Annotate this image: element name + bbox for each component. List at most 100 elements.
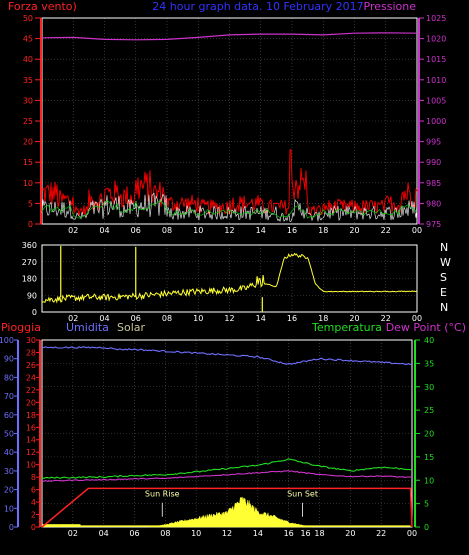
pressure-y-tick: 1025 (426, 14, 446, 23)
direction-y-tick: 0 (32, 308, 37, 317)
humidity-y-tick: 60 (4, 411, 14, 420)
rain-y-tick: 16 (26, 423, 36, 432)
temperature-line (41, 458, 413, 479)
wind-y-tick: 5 (28, 199, 33, 208)
rain-y-tick: 6 (31, 486, 36, 495)
temperature-y-tick: 25 (424, 406, 434, 415)
wind-y-tick: 35 (23, 76, 33, 85)
wind-direction-line (41, 252, 418, 304)
panel3-x-tick: 16 (284, 529, 294, 538)
solar-baseline (80, 525, 411, 527)
panel1-x-tick: 18 (318, 226, 328, 235)
temperature-y-tick: 10 (424, 476, 434, 485)
humidity-line (41, 346, 413, 366)
compass-labels: N W S E N (440, 241, 451, 314)
direction-y-tick: 360 (22, 241, 37, 250)
panel3-x-tick: 20 (345, 529, 355, 538)
panel2-x-tick: 14 (256, 314, 266, 323)
panel1-x-tick: 12 (224, 226, 234, 235)
pressure-y-tick: 1020 (426, 35, 446, 44)
rain-y-tick: 10 (26, 461, 36, 470)
rain-y-tick: 22 (26, 386, 36, 395)
sunset-label: Sun Set (287, 490, 318, 499)
wind-speed-label: Forza vento) (8, 0, 77, 13)
direction-y-tick: 180 (22, 275, 37, 284)
panel1-x-tick: 06 (131, 226, 141, 235)
panel2-x-tick: 04 (99, 314, 109, 323)
solar-area (149, 496, 312, 528)
rain-y-tick: 4 (31, 498, 36, 507)
wind-y-tick: 15 (23, 158, 33, 167)
panel1-x-tick: 02 (68, 226, 78, 235)
compass-label-s: S (440, 271, 447, 284)
wind-y-tick: 50 (23, 14, 33, 23)
temperature-y-tick: 5 (424, 500, 429, 509)
rain-y-tick: 28 (26, 348, 36, 357)
sunset-time-label: 16 (300, 529, 310, 538)
wind-pressure-panel: 02 04 06 08 10 12 14 16 18 20 22 000510152025303540… (23, 14, 447, 235)
panel1-x-tick: 04 (99, 226, 109, 235)
panel1-x-tick: 00 (412, 226, 422, 235)
panel3-x-tick: 02 (68, 529, 78, 538)
dewpoint-label: Dew Point (°C) (386, 321, 466, 334)
pressure-line (41, 32, 418, 41)
wind-average-line (41, 192, 418, 223)
rain-y-tick: 2 (31, 511, 36, 520)
pressure-label: Pressione (364, 0, 417, 13)
wind-y-tick: 20 (23, 138, 33, 147)
graph-title: 24 hour graph data. 10 February 2017 (152, 0, 363, 13)
rain-y-tick: 30 (26, 336, 36, 345)
humidity-y-tick: 40 (4, 448, 14, 457)
compass-label-n-bottom: N (440, 301, 448, 314)
humidity-y-tick: 90 (4, 355, 14, 364)
compass-label-w: W (440, 256, 451, 269)
temperature-y-tick: 20 (424, 430, 434, 439)
pressure-y-tick: 985 (426, 179, 441, 188)
rain-y-tick: 24 (26, 373, 36, 382)
pressure-y-tick: 990 (426, 158, 441, 167)
temperature-y-tick: 15 (424, 453, 434, 462)
panel2-x-tick: 08 (162, 314, 172, 323)
humidity-y-tick: 20 (4, 486, 14, 495)
pressure-y-tick: 980 (426, 199, 441, 208)
panel2-x-tick: 02 (68, 314, 78, 323)
rain-humidity-temp-panel: 02 04 06 08 10 12 14 16 18 20 22 000102030405060708… (0, 336, 434, 538)
sunrise-label: Sun Rise (145, 490, 180, 499)
panel1-x-tick: 10 (193, 226, 203, 235)
panel2-x-tick: 10 (193, 314, 203, 323)
panel3-x-tick: 12 (222, 529, 232, 538)
panel3-x-tick: 10 (191, 529, 201, 538)
humidity-y-tick: 30 (4, 467, 14, 476)
humidity-y-tick: 80 (4, 373, 14, 382)
rain-line (41, 487, 413, 528)
panel3-x-tick: 22 (376, 529, 386, 538)
temperature-label: Temperatura (311, 321, 382, 334)
direction-y-tick: 90 (27, 291, 37, 300)
compass-label-e: E (440, 286, 447, 299)
solar-label: Solar (117, 321, 146, 334)
compass-label-n-top: N (440, 241, 448, 254)
rain-label: Pioggia (1, 321, 41, 334)
pressure-y-tick: 1000 (426, 117, 446, 126)
rain-y-tick: 26 (26, 361, 36, 370)
wind-y-tick: 40 (23, 55, 33, 64)
wind-gust-line (41, 149, 418, 217)
wind-green-line (41, 200, 418, 219)
wind-y-tick: 25 (23, 117, 33, 126)
temperature-y-tick: 30 (424, 383, 434, 392)
wind-y-tick: 45 (23, 35, 33, 44)
panel2-x-tick: 12 (224, 314, 234, 323)
humidity-label: Umidita (66, 321, 109, 334)
direction-y-tick: 270 (22, 258, 37, 267)
wind-y-tick: 10 (23, 179, 33, 188)
panel2-frame (41, 244, 418, 313)
humidity-y-tick: 70 (4, 392, 14, 401)
rain-y-tick: 12 (26, 448, 36, 457)
panel3-x-tick: 00 (407, 529, 417, 538)
rain-y-tick: 8 (31, 473, 36, 482)
pressure-y-tick: 975 (426, 220, 441, 229)
panel1-x-tick: 08 (162, 226, 172, 235)
panel2-x-tick: 16 (287, 314, 297, 323)
